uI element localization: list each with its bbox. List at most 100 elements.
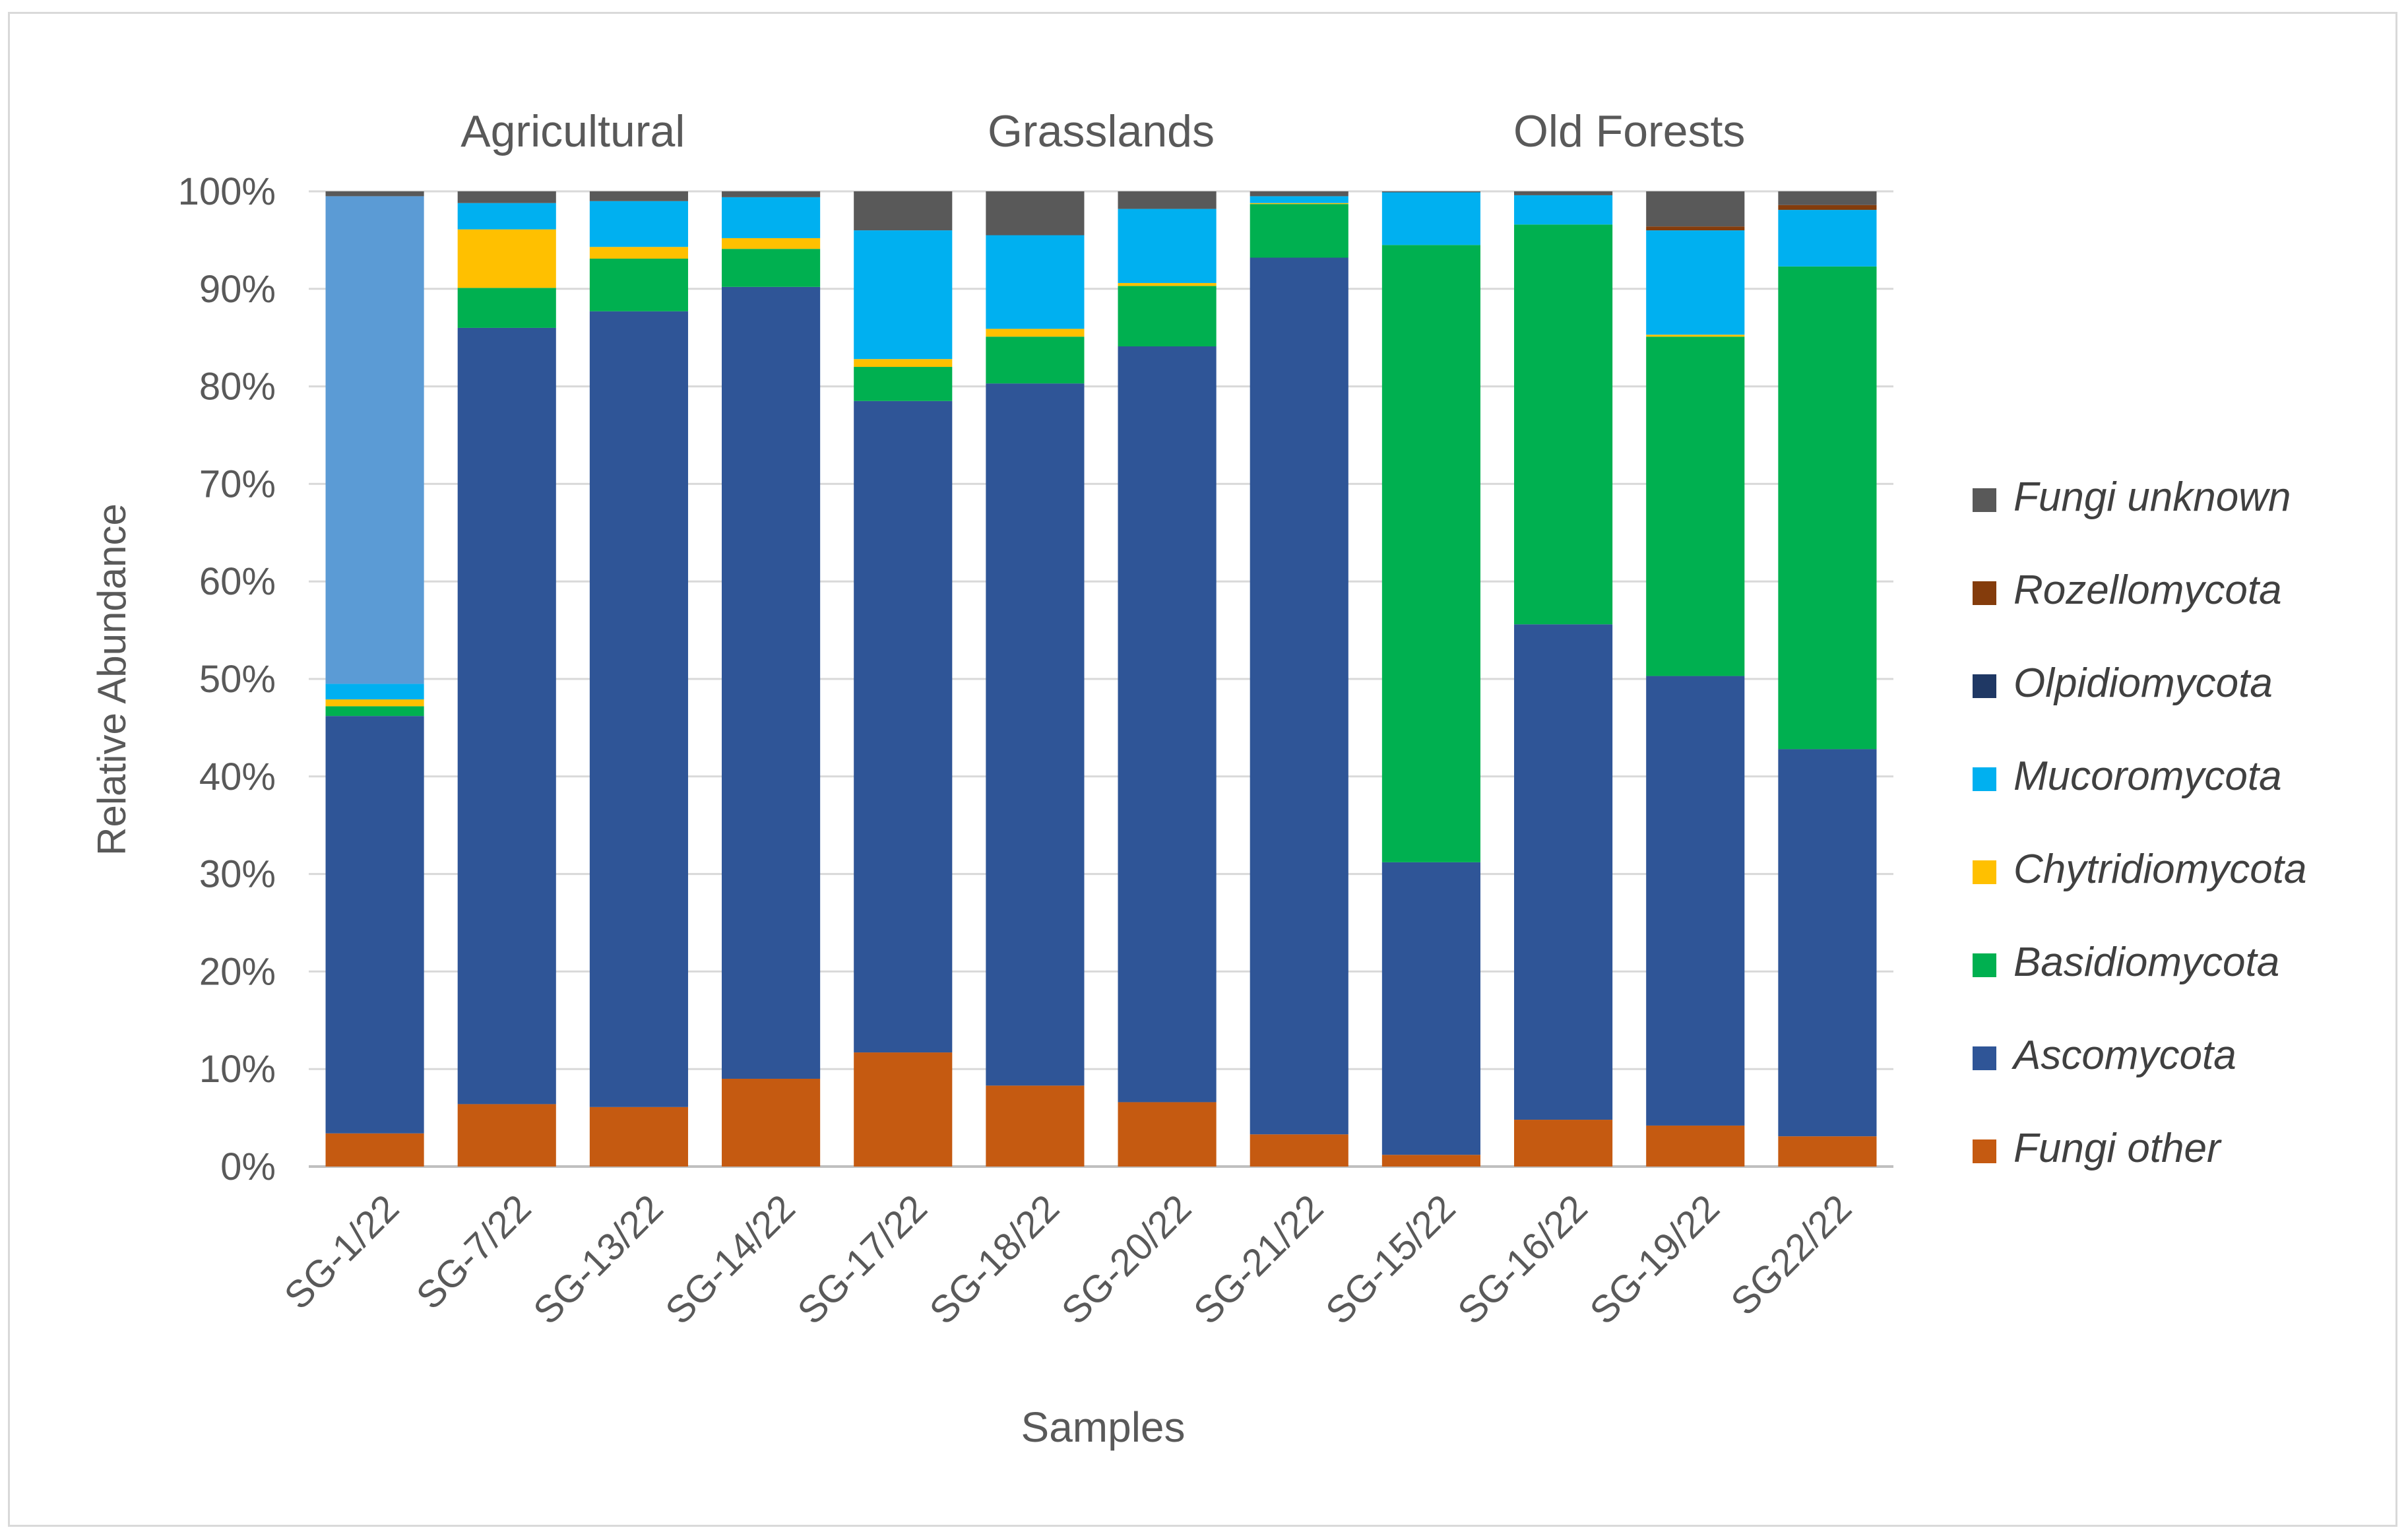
bar-fungi-unknown-sg-14-22 (722, 191, 821, 197)
x-tick-label: SG-15/22 (1317, 1186, 1464, 1333)
bar-fungi-other-sg-19-22 (1646, 1125, 1745, 1167)
legend-swatch-chytridiomycota (1973, 860, 1996, 884)
bar-ascomycota-sg-20-22 (1118, 346, 1217, 1103)
gridlines (309, 190, 1893, 1168)
group-label-old-forests: Old Forests (1513, 106, 1745, 156)
legend-swatch-fungi-other (1973, 1139, 1996, 1163)
bar-ascomycota-sg22-22 (1778, 749, 1877, 1137)
bar-stack-sg-21-22 (1250, 191, 1348, 1167)
bar-fungi-other-sg-14-22 (722, 1078, 821, 1167)
y-tick-label: 50% (199, 658, 276, 701)
x-tick-label: SG-19/22 (1581, 1186, 1728, 1333)
bar-chytridiomycota-sg-1-22 (325, 699, 424, 707)
bar-chytridiomycota-sg-19-22 (1646, 335, 1745, 337)
legend-swatch-mucoromycota (1973, 767, 1996, 791)
bar-basidiomycota-sg-16-22 (1514, 224, 1613, 625)
bar-chytridiomycota-sg-21-22 (1250, 203, 1348, 205)
bar-rozellomycota-sg-19-22 (1646, 226, 1745, 231)
bar-fungi-unknown-sg22-22 (1778, 191, 1877, 205)
bar-mucoromycota-sg-15-22 (1381, 192, 1480, 245)
bar-fungi-other-sg-16-22 (1514, 1120, 1613, 1167)
bar-fungi-other-sg-7-22 (457, 1104, 556, 1167)
legend-label-basidiomycota: Basidiomycota (2013, 940, 2279, 985)
legend-label-chytridiomycota: Chytridiomycota (2013, 847, 2306, 892)
group-labels: Agricultural Grasslands Old Forests (460, 106, 1745, 156)
y-axis-label: Relative Abundance (90, 503, 134, 856)
x-tick-label: SG-21/22 (1186, 1186, 1332, 1333)
bar-stack-sg-15-22 (1381, 191, 1480, 1167)
legend-swatch-ascomycota (1973, 1046, 1996, 1070)
bar-ascomycota-sg-18-22 (986, 383, 1085, 1086)
bar-mucoromycota-sg-19-22 (1646, 230, 1745, 335)
legend-swatch-rozellomycota (1973, 581, 1996, 605)
bar-chytridiomycota-sg-13-22 (589, 247, 688, 259)
y-tick-label: 90% (199, 268, 276, 311)
bar-ascomycota-sg-14-22 (722, 286, 821, 1079)
bar-ascomycota-sg-21-22 (1250, 257, 1348, 1135)
bar-basidiomycota-sg-13-22 (589, 258, 688, 311)
bar-stack-sg-16-22 (1514, 191, 1613, 1167)
y-tick-label: 40% (199, 755, 276, 798)
bar-fungi-unknown-sg-17-22 (854, 191, 953, 231)
legend-swatch-olpidiomycota (1973, 674, 1996, 698)
bar-ascomycota-sg-7-22 (457, 327, 556, 1105)
x-tick-label: SG-1/22 (276, 1186, 408, 1318)
y-tick-label: 60% (199, 560, 276, 603)
bar-mucoromycota-sg-7-22 (457, 203, 556, 230)
y-tick-label: 10% (199, 1048, 276, 1091)
bar-fungi-other-sg-17-22 (854, 1052, 953, 1167)
bar-chytridiomycota-sg-7-22 (457, 229, 556, 288)
x-axis-ticks: SG-1/22 SG-7/22SG-13/22SG-14/22SG-17/22SG… (276, 1186, 1860, 1333)
bar-stack-sg-14-22 (722, 191, 821, 1167)
bar-fungi-unknown-sg-18-22 (986, 191, 1085, 236)
y-tick-label: 0% (220, 1145, 276, 1188)
legend-label-rozellomycota: Rozellomycota (2013, 567, 2282, 613)
x-tick-label: SG-7/22 (408, 1186, 540, 1318)
x-tick-label: SG-13/22 (525, 1186, 672, 1333)
x-tick-label: SG-16/22 (1449, 1186, 1596, 1333)
bar-fungi-unknown-sg-15-22 (1381, 191, 1480, 193)
bar-ascomycota-sg-1-22 (325, 716, 424, 1134)
x-tick-label: SG-17/22 (789, 1186, 935, 1333)
bar-fungi-other-sg-21-22 (1250, 1134, 1348, 1167)
y-tick-label: 20% (199, 950, 276, 993)
bar-mucoromycota-sg-18-22 (986, 235, 1085, 329)
bar-chytridiomycota-sg-14-22 (722, 238, 821, 249)
bar-basidiomycota-sg-19-22 (1646, 336, 1745, 676)
bar-chytridiomycota-sg-20-22 (1118, 282, 1217, 286)
bar-fungi-other-sg-1-22 (325, 1133, 424, 1167)
bar-basidiomycota-sg-15-22 (1381, 245, 1480, 862)
bar-ascomycota-sg-16-22 (1514, 624, 1613, 1120)
legend-label-fungi-unknown: Fungi unknown (2013, 474, 2291, 520)
bar-fungi-other-sg-13-22 (589, 1106, 688, 1167)
bar-fungi-other-sg-20-22 (1118, 1102, 1217, 1167)
legend-label-mucoromycota: Mucoromycota (2013, 753, 2282, 799)
bar-fungi-unknown-sg-19-22 (1646, 191, 1745, 227)
bar-mucoromycota-sg-1-22 (325, 684, 424, 700)
legend-label-fungi-other: Fungi other (2013, 1126, 2222, 1171)
y-tick-label: 30% (199, 853, 276, 896)
bar-ascomycota-sg-13-22 (589, 311, 688, 1107)
bar-fungi-other-sg22-22 (1778, 1136, 1877, 1167)
bar-fungi-other-sg-15-22 (1381, 1155, 1480, 1167)
bar-stack-sg-20-22 (1118, 191, 1217, 1167)
x-tick-label: SG-18/22 (922, 1186, 1068, 1333)
bars (325, 191, 1877, 1167)
bar-mucoromycota-sg-17-22 (854, 230, 953, 360)
bar-mucoromycota-sg-21-22 (1250, 196, 1348, 203)
bar-basidiomycota-sg-17-22 (854, 367, 953, 401)
bar-fungi-unknown-sg-13-22 (589, 191, 688, 201)
y-tick-label: 80% (199, 366, 276, 408)
legend: Fungi unknown Rozellomycota Olpidiomycota M… (1973, 474, 2306, 1171)
bar-ascomycota-sg-17-22 (854, 401, 953, 1053)
legend-label-olpidiomycota: Olpidiomycota (2013, 660, 2273, 706)
x-tick-label: SG-20/22 (1054, 1186, 1200, 1333)
bar-fungi-unknown-sg-16-22 (1514, 191, 1613, 195)
bar-stack-sg-19-22 (1646, 191, 1745, 1167)
bar-basidiomycota-sg-1-22 (325, 706, 424, 717)
group-label-grasslands: Grasslands (988, 106, 1215, 156)
group-label-agricultural: Agricultural (460, 106, 685, 156)
bar-basidiomycota-sg-14-22 (722, 249, 821, 287)
bar-fungi-unknown-sg-20-22 (1118, 191, 1217, 209)
